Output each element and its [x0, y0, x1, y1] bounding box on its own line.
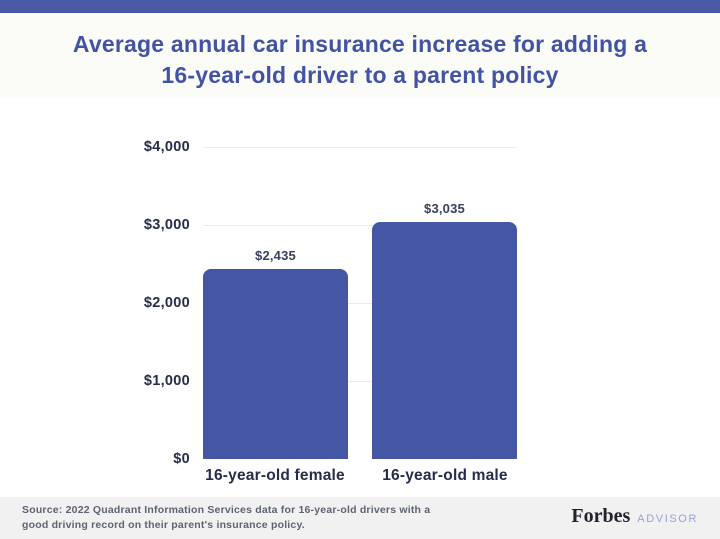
title-band: Average annual car insurance increase fo…	[0, 14, 720, 98]
value-label-female: $2,435	[255, 248, 296, 263]
source-note-line1: Source: 2022 Quadrant Information Servic…	[22, 504, 431, 516]
category-label-male: 16-year-old male	[382, 467, 508, 484]
gridline-2000	[203, 303, 517, 304]
chart-title: Average annual car insurance increase fo…	[0, 14, 720, 91]
source-note: Source: 2022 Quadrant Information Servic…	[22, 503, 430, 533]
chart-title-line2: 16-year-old driver to a parent policy	[161, 62, 559, 88]
y-axis-tick-2000: $2,000	[143, 295, 190, 311]
forbes-wordmark: Forbes	[571, 505, 631, 527]
bar-chart: $4,000 $3,000 $2,000 $1,000 $0 $2,435 $3…	[0, 98, 720, 497]
category-label-female: 16-year-old female	[205, 467, 345, 484]
y-axis-tick-3000: $3,000	[143, 217, 190, 233]
gridline-3000	[203, 225, 517, 226]
bar-16-year-old-female	[203, 269, 348, 459]
top-accent-strip	[0, 0, 720, 13]
value-label-male: $3,035	[424, 201, 465, 216]
gridline-1000	[203, 381, 517, 382]
gridline-4000	[203, 147, 517, 148]
plot-area: $2,435 $3,035 16-year-old female 16-year…	[203, 147, 517, 484]
y-axis-tick-1000: $1,000	[143, 373, 190, 389]
bar-16-year-old-male	[372, 222, 517, 459]
forbes-advisor-logo: Forbes ADVISOR	[571, 505, 698, 528]
y-axis-tick-0: $0	[173, 451, 190, 467]
footer: Source: 2022 Quadrant Information Servic…	[0, 497, 720, 539]
chart-title-line1: Average annual car insurance increase fo…	[72, 31, 648, 57]
source-note-line2: good driving record on their parent's in…	[22, 519, 305, 531]
advisor-wordmark: ADVISOR	[637, 513, 698, 525]
y-axis-tick-4000: $4,000	[143, 139, 190, 155]
